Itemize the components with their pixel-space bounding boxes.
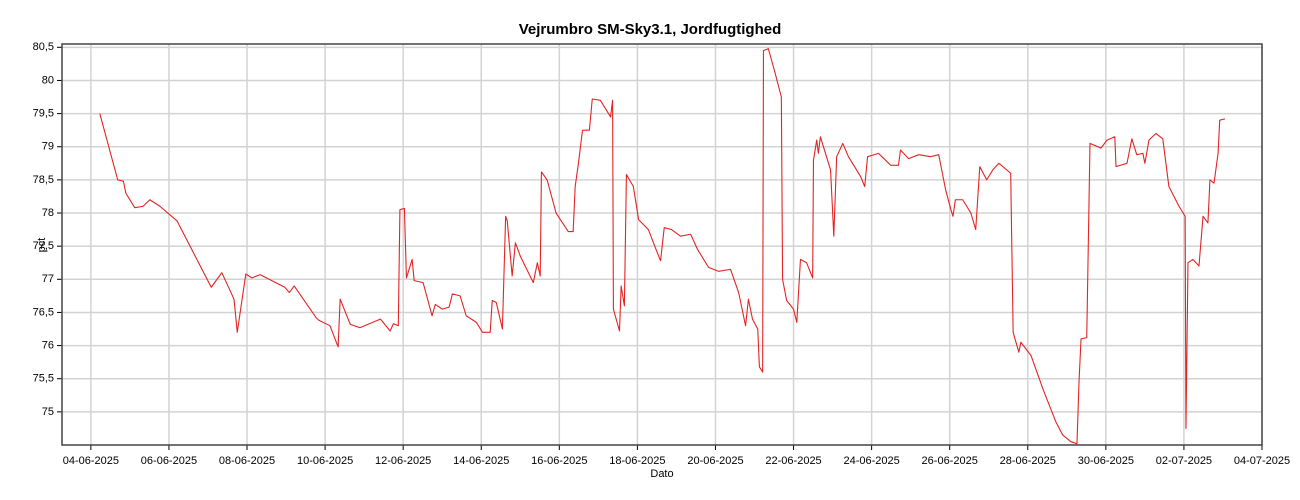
x-tick-label: 26-06-2025 (922, 455, 978, 467)
x-tick-label: 14-06-2025 (453, 455, 509, 467)
y-tick-label: 78,5 (33, 174, 54, 186)
x-tick-label: 22-06-2025 (765, 455, 821, 467)
x-tick-label: 06-06-2025 (141, 455, 197, 467)
y-tick-label: 80 (42, 74, 54, 86)
y-tick-label: 77 (42, 273, 54, 285)
data-line (99, 48, 1226, 445)
y-tick-label: 76 (42, 339, 54, 351)
x-tick-label: 16-06-2025 (531, 455, 587, 467)
chart-title: Vejrumbro SM-Sky3.1, Jordfugtighed (519, 21, 782, 38)
x-tick-label: 02-07-2025 (1156, 455, 1212, 467)
y-tick-label: 77,5 (33, 240, 54, 252)
y-tick-label: 78 (42, 207, 54, 219)
y-tick-label: 79,5 (33, 108, 54, 120)
x-tick-label: 30-06-2025 (1078, 455, 1134, 467)
y-tick-label: 75,5 (33, 373, 54, 385)
x-tick-label: 20-06-2025 (687, 455, 743, 467)
x-tick-label: 04-07-2025 (1234, 455, 1290, 467)
y-axis-label: pct (36, 238, 48, 253)
y-tick-label: 75 (42, 406, 54, 418)
x-tick-label: 08-06-2025 (219, 455, 275, 467)
x-axis-label: Dato (650, 468, 673, 480)
x-tick-label: 24-06-2025 (843, 455, 899, 467)
x-tick-label: 04-06-2025 (63, 455, 119, 467)
plot-frame (61, 43, 1263, 446)
y-tick-label: 80,5 (33, 41, 54, 53)
x-tick-label: 18-06-2025 (609, 455, 665, 467)
x-tick-label: 10-06-2025 (297, 455, 353, 467)
x-tick-label: 12-06-2025 (375, 455, 431, 467)
y-tick-label: 76,5 (33, 306, 54, 318)
x-tick-label: 28-06-2025 (1000, 455, 1056, 467)
y-tick-label: 79 (42, 141, 54, 153)
